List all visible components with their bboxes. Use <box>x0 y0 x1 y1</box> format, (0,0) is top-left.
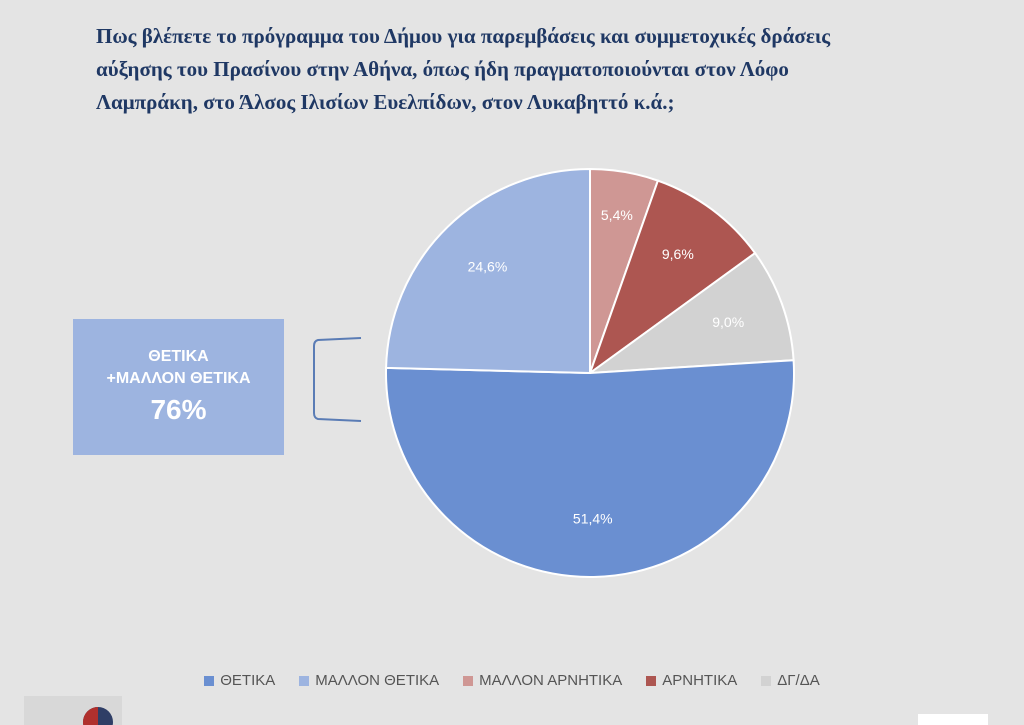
legend-swatch <box>463 675 474 686</box>
legend-item-3: ΜΑΛΛΟΝ ΑΡΝΗΤΙΚΑ <box>463 672 622 689</box>
title-line-2: αύξησης του Πρασίνου στην Αθήνα, όπως ήδ… <box>96 57 789 81</box>
pie-slice-4 <box>587 179 757 376</box>
title-line-1: Πως βλέπετε το πρόγραμμα του Δήμου για π… <box>96 24 831 48</box>
corner-logo <box>24 696 122 725</box>
slice-label-1: 51,4% <box>573 511 613 527</box>
legend-swatch <box>204 675 215 686</box>
pie-slice-1 <box>385 359 795 578</box>
chart-title: Πως βλέπετε το πρόγραμμα του Δήμου για π… <box>96 20 976 119</box>
callout-bracket <box>313 337 362 422</box>
pie-slice-2 <box>385 167 591 375</box>
legend-label: ΔΓ/ΔΑ <box>777 672 820 689</box>
legend-label: ΘΕΤΙΚΑ <box>220 672 276 689</box>
slice-label-4: 9,6% <box>662 246 694 262</box>
corner-box <box>918 714 988 725</box>
chart-legend: ΘΕΤΙΚΑ ΜΑΛΛΟΝ ΘΕΤΙΚΑ ΜΑΛΛΟΝ ΑΡΝΗΤΙΚΑ ΑΡΝΗΤΙ… <box>0 672 1024 689</box>
legend-label: ΜΑΛΛΟΝ ΘΕΤΙΚΑ <box>315 672 440 689</box>
legend-item-2: ΜΑΛΛΟΝ ΘΕΤΙΚΑ <box>299 672 439 689</box>
legend-item-4: ΑΡΝΗΤΙΚΑ <box>646 672 737 689</box>
legend-item-5: ΔΓ/ΔΑ <box>761 672 820 689</box>
positive-total-callout: ΘΕΤΙΚΑ +ΜΑΛΛΟΝ ΘΕΤΙΚΑ 76% <box>73 319 284 455</box>
callout-value: 76% <box>150 394 207 425</box>
legend-swatch <box>299 675 310 686</box>
slice-label-3: 5,4% <box>601 207 633 223</box>
callout-line-2: +ΜΑΛΛΟΝ ΘΕΤΙΚΑ <box>106 370 251 387</box>
legend-swatch <box>761 675 772 686</box>
legend-item-1: ΘΕΤΙΚΑ <box>204 672 275 689</box>
slice-label-2: 24,6% <box>468 259 508 275</box>
slice-label-5: 9,0% <box>712 314 744 330</box>
legend-swatch <box>646 675 657 686</box>
legend-label: ΑΡΝΗΤΙΚΑ <box>662 672 738 689</box>
title-line-3: Λαμπράκη, στο Άλσος Ιλισίων Ευελπίδων, σ… <box>96 90 675 114</box>
legend-label: ΜΑΛΛΟΝ ΑΡΝΗΤΙΚΑ <box>479 672 623 689</box>
callout-line-1: ΘΕΤΙΚΑ <box>148 348 209 365</box>
pie-slice-5 <box>586 251 795 375</box>
